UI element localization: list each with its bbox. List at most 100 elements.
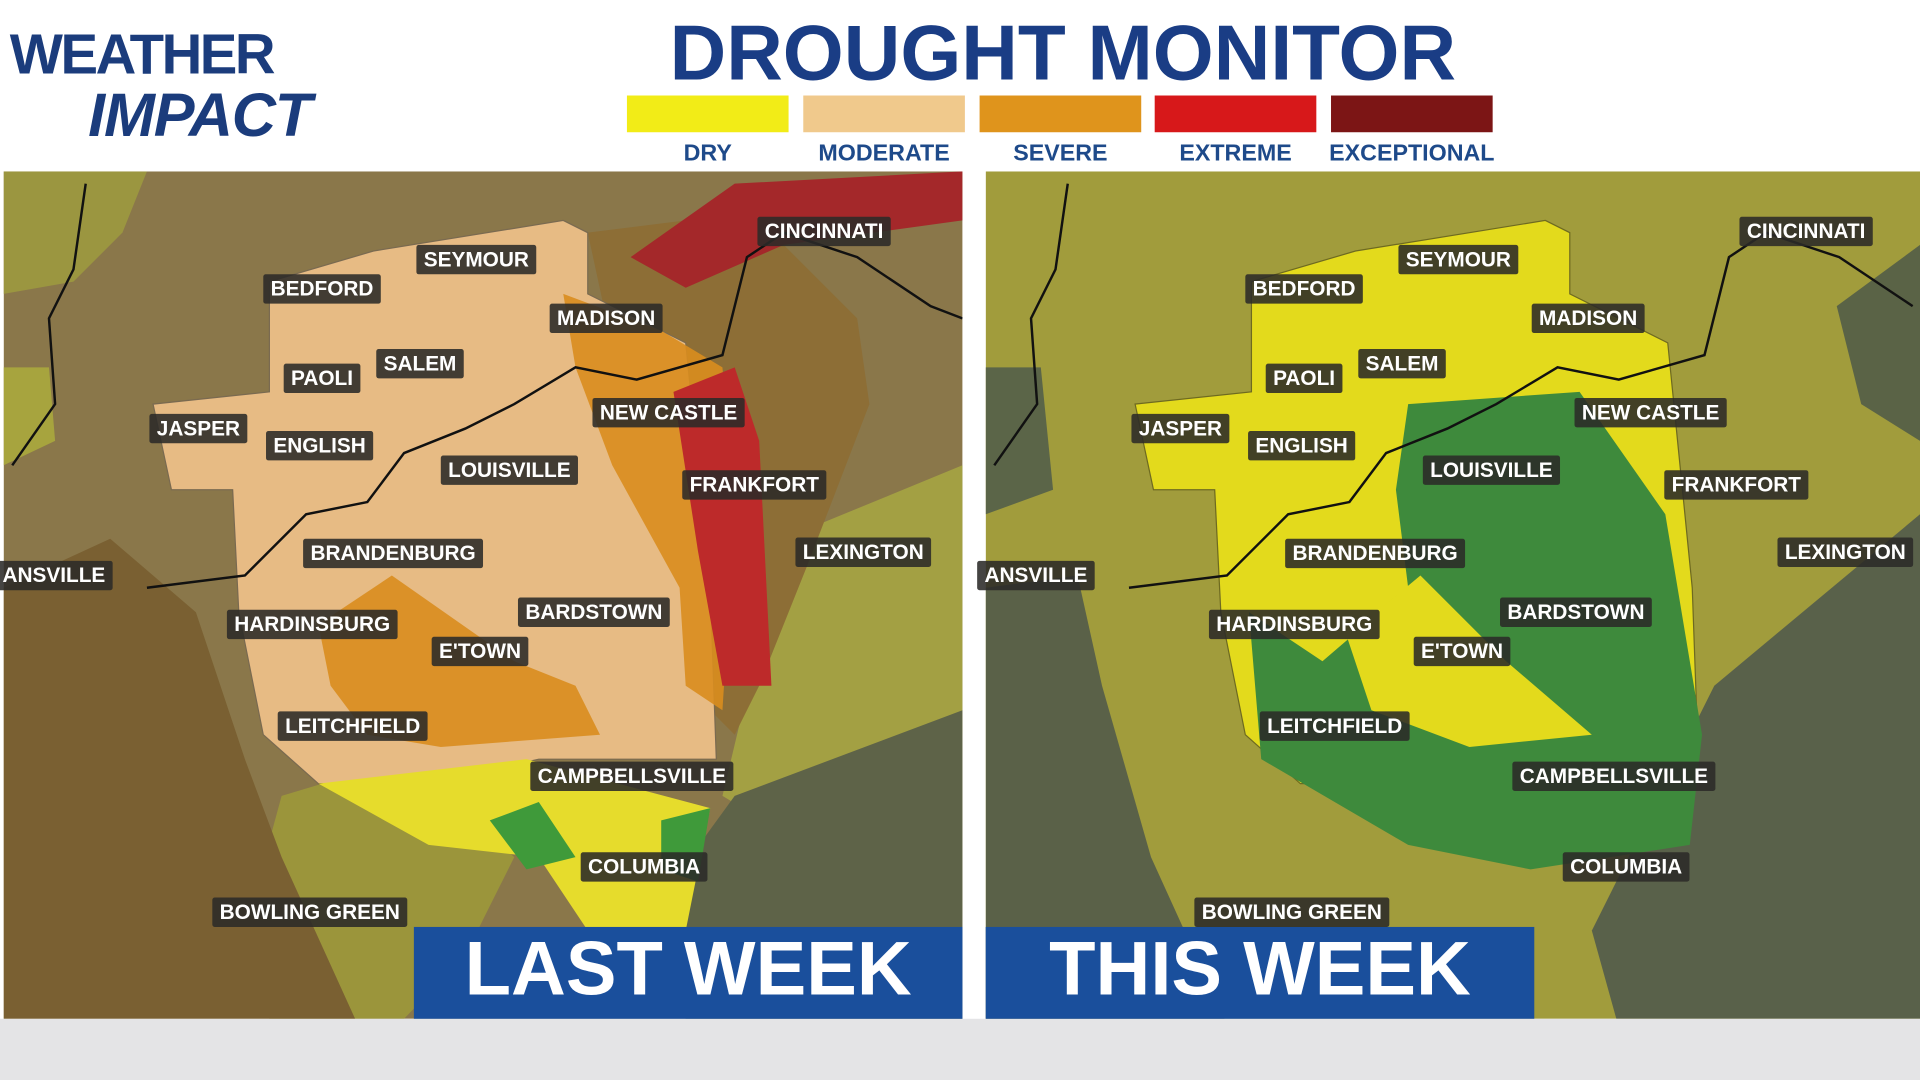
city-label-bg: [795, 537, 932, 567]
city-name: BRANDENBURG: [310, 542, 475, 565]
city-name: SALEM: [1366, 352, 1439, 375]
city-name: E'TOWN: [1421, 640, 1503, 663]
legend-label: EXCEPTIONAL: [1329, 139, 1494, 165]
city-name: LEITCHFIELD: [1267, 715, 1402, 738]
legend-label: MODERATE: [818, 139, 949, 165]
legend: DRY MODERATE SEVERE EXTREME EXCEPTIONAL: [626, 95, 1495, 165]
city-label: ANSVILLE: [0, 560, 113, 591]
city-name: MADISON: [1539, 307, 1637, 330]
city-label-bg: [431, 636, 529, 667]
city-label-bg: [1422, 455, 1561, 485]
city-label-bg: [1208, 609, 1380, 640]
city-label-bg: [416, 244, 537, 275]
city-label-bg: [1413, 636, 1511, 667]
city-label: FRANKFORT: [1664, 470, 1809, 500]
city-label: LEITCHFIELD: [277, 711, 428, 741]
logo-line1: WEATHER: [10, 23, 275, 86]
city-label-bg: [1131, 413, 1230, 444]
city-name: SEYMOUR: [1406, 248, 1511, 271]
city-label: CINCINNATI: [1739, 216, 1873, 247]
city-label: HARDINSBURG: [1208, 609, 1380, 640]
city-label: BEDFORD: [1245, 274, 1363, 304]
city-label-bg: [1259, 711, 1410, 741]
city-label-bg: [1245, 274, 1363, 304]
city-label-bg: [757, 216, 891, 247]
city-name: NEW CASTLE: [600, 401, 738, 424]
city-label-bg: [1777, 537, 1914, 567]
city-label: HARDINSBURG: [226, 609, 398, 640]
city-name: PAOLI: [291, 367, 353, 390]
city-name: LEXINGTON: [1785, 541, 1906, 564]
city-label: SALEM: [1358, 348, 1446, 379]
map-title: LAST WEEK: [465, 927, 912, 1012]
city-label: CINCINNATI: [757, 216, 891, 247]
city-name: SALEM: [384, 352, 457, 375]
legend-label: DRY: [684, 139, 733, 165]
city-label-bg: [1531, 303, 1645, 334]
city-name: COLUMBIA: [1570, 856, 1682, 879]
city-name: ANSVILLE: [2, 564, 105, 587]
city-name: SEYMOUR: [424, 248, 529, 271]
city-name: NEW CASTLE: [1582, 401, 1720, 424]
city-label-bg: [977, 560, 1095, 591]
city-name: BOWLING GREEN: [220, 901, 400, 924]
city-label: JASPER: [149, 413, 248, 444]
legend-label: EXTREME: [1179, 139, 1291, 165]
city-name: FRANKFORT: [1672, 474, 1802, 497]
map-this-week: [985, 171, 1920, 1019]
city-label: ENGLISH: [1248, 431, 1356, 461]
city-label: BARDSTOWN: [517, 597, 670, 627]
city-label-bg: [580, 852, 708, 882]
city-name: BOWLING GREEN: [1202, 901, 1382, 924]
city-label: BRANDENBURG: [1285, 538, 1466, 569]
legend-swatch: [803, 95, 965, 133]
city-label: BARDSTOWN: [1500, 597, 1652, 627]
city-name: HARDINSBURG: [1216, 613, 1372, 636]
city-label: CAMPBELLSVILLE: [530, 761, 734, 792]
footer-bg: [0, 1018, 1920, 1080]
city-name: JASPER: [157, 417, 240, 440]
city-label: BRANDENBURG: [303, 538, 484, 569]
city-label-bg: [263, 274, 381, 304]
header-bg: [0, 0, 1920, 166]
city-label-bg: [1664, 470, 1809, 500]
city-label: ENGLISH: [266, 431, 374, 461]
city-label-bg: [549, 303, 663, 334]
city-label: E'TOWN: [1413, 636, 1511, 667]
city-label: NEW CASTLE: [592, 397, 745, 428]
city-label: PAOLI: [1265, 363, 1343, 394]
city-label: SEYMOUR: [1398, 244, 1519, 275]
city-label: BOWLING GREEN: [1194, 897, 1390, 927]
city-label: SALEM: [376, 348, 464, 379]
city-label-bg: [266, 431, 374, 461]
city-label: BEDFORD: [263, 274, 381, 304]
city-label-bg: [376, 348, 464, 379]
city-label: LEXINGTON: [795, 537, 932, 567]
city-label-bg: [283, 363, 361, 394]
city-name: CINCINNATI: [1747, 220, 1866, 243]
legend-swatch: [1154, 95, 1317, 133]
city-name: BRANDENBURG: [1292, 542, 1457, 565]
city-label: E'TOWN: [431, 636, 529, 667]
legend-label: SEVERE: [1013, 139, 1107, 165]
legend-swatch: [1331, 95, 1493, 133]
city-name: CINCINNATI: [765, 220, 884, 243]
city-label-bg: [1248, 431, 1356, 461]
city-name: LEITCHFIELD: [285, 715, 420, 738]
city-name: BEDFORD: [271, 278, 374, 301]
city-name: CAMPBELLSVILLE: [1520, 765, 1708, 788]
legend-swatch: [626, 95, 789, 133]
logo-line2: IMPACT: [88, 81, 317, 149]
map-title-bg: [413, 926, 963, 1019]
city-label: BOWLING GREEN: [212, 897, 408, 927]
city-label: LEXINGTON: [1777, 537, 1914, 567]
city-label-bg: [592, 397, 745, 428]
city-name: PAOLI: [1273, 367, 1335, 390]
city-label-bg: [1562, 852, 1690, 882]
city-name: LEXINGTON: [803, 541, 924, 564]
city-name: MADISON: [557, 307, 655, 330]
city-label: LEITCHFIELD: [1259, 711, 1410, 741]
city-label-bg: [440, 455, 578, 485]
